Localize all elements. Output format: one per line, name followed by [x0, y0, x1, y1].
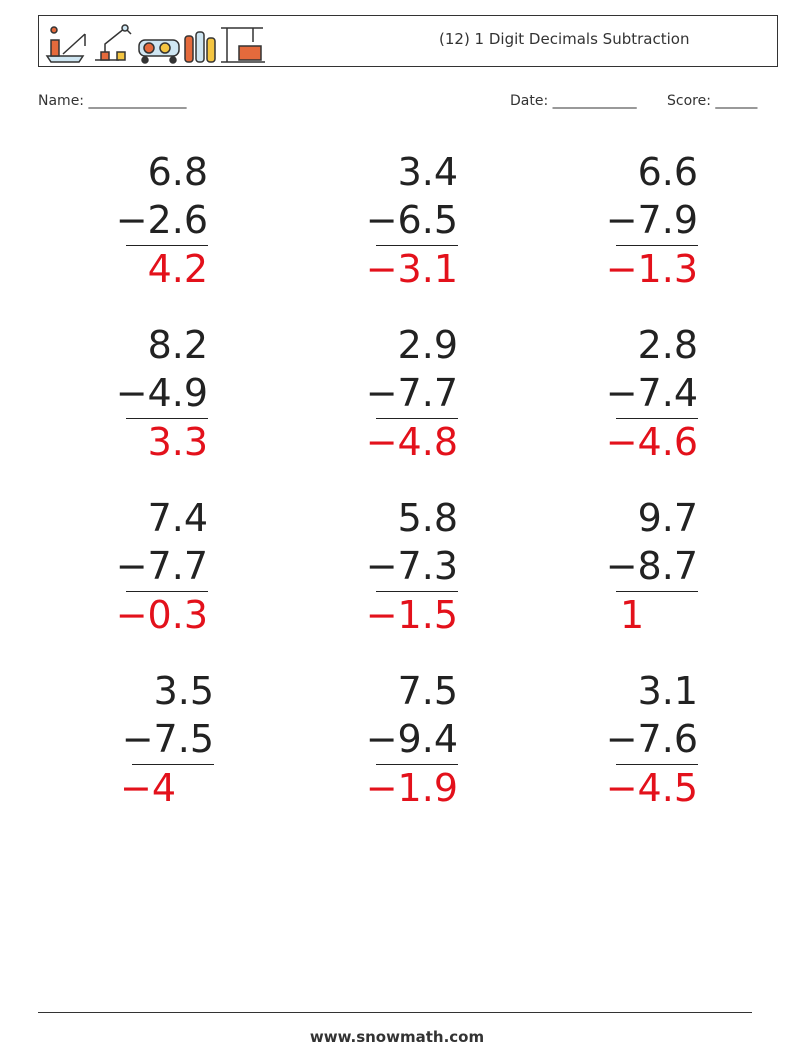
answer: −1.9: [365, 766, 458, 810]
subtrahend: −7.7: [115, 544, 208, 588]
worksheet-title: (12) 1 Digit Decimals Subtraction: [439, 30, 690, 48]
problem-7: 7.4 −7.7 −0.3: [28, 494, 208, 654]
problem-10: 3.5 −7.5 −4: [34, 667, 214, 827]
industrial-machines-logo: [45, 24, 265, 64]
answer: −3.1: [365, 247, 458, 291]
answer-line: [126, 418, 208, 419]
answer-line: [376, 764, 458, 765]
answer: −4.8: [365, 420, 458, 464]
minuend: 8.2: [147, 323, 208, 367]
problem-1: 6.8 −2.6 4.2: [28, 148, 208, 308]
subtrahend: −6.5: [365, 198, 458, 242]
subtrahend: −7.7: [365, 371, 458, 415]
footer-divider: [38, 1012, 752, 1013]
problem-4: 8.2 −4.9 3.3: [28, 321, 208, 481]
subtrahend: −4.9: [115, 371, 208, 415]
minuend: 2.9: [397, 323, 458, 367]
minuend: 3.4: [397, 150, 458, 194]
answer: −1.3: [605, 247, 698, 291]
problem-12: 3.1 −7.6 −4.5: [518, 667, 698, 827]
answer-line: [616, 764, 698, 765]
subtrahend: −9.4: [365, 717, 458, 761]
answer-line: [616, 591, 698, 592]
date-field: Date: ____________: [510, 93, 637, 109]
subtrahend: −8.7: [605, 544, 698, 588]
answer-line: [616, 418, 698, 419]
answer-line: [126, 591, 208, 592]
subtrahend: −7.6: [605, 717, 698, 761]
subtrahend: −7.3: [365, 544, 458, 588]
name-field: Name: ______________: [38, 93, 187, 109]
minuend: 3.5: [153, 669, 214, 713]
answer: 3.3: [147, 420, 208, 464]
problem-3: 6.6 −7.9 −1.3: [518, 148, 698, 308]
header-box: (12) 1 Digit Decimals Subtraction: [38, 15, 778, 67]
answer-line: [376, 591, 458, 592]
problem-5: 2.9 −7.7 −4.8: [278, 321, 458, 481]
answer: −1.5: [365, 593, 458, 637]
answer-line: [616, 245, 698, 246]
answer: −4.5: [605, 766, 698, 810]
score-field: Score: ______: [667, 93, 758, 109]
problem-2: 3.4 −6.5 −3.1: [278, 148, 458, 308]
minuend: 2.8: [637, 323, 698, 367]
minuend: 7.5: [397, 669, 458, 713]
problem-8: 5.8 −7.3 −1.5: [278, 494, 458, 654]
subtrahend: −7.9: [605, 198, 698, 242]
answer-line: [376, 245, 458, 246]
problem-6: 2.8 −7.4 −4.6: [518, 321, 698, 481]
answer: 4.2: [147, 247, 208, 291]
answer: −4.6: [605, 420, 698, 464]
answer: −4: [120, 766, 177, 810]
minuend: 3.1: [637, 669, 698, 713]
subtrahend: −7.5: [121, 717, 214, 761]
answer-line: [376, 418, 458, 419]
minuend: 5.8: [397, 496, 458, 540]
answer: 1: [620, 593, 645, 637]
answer: −0.3: [115, 593, 208, 637]
subtrahend: −2.6: [115, 198, 208, 242]
minuend: 7.4: [147, 496, 208, 540]
footer-site-link[interactable]: www.snowmath.com: [309, 1028, 485, 1046]
minuend: 9.7: [637, 496, 698, 540]
problem-9: 9.7 −8.7 1: [518, 494, 698, 654]
minuend: 6.8: [147, 150, 208, 194]
problem-11: 7.5 −9.4 −1.9: [278, 667, 458, 827]
answer-line: [126, 245, 208, 246]
subtrahend: −7.4: [605, 371, 698, 415]
answer-line: [132, 764, 214, 765]
minuend: 6.6: [637, 150, 698, 194]
